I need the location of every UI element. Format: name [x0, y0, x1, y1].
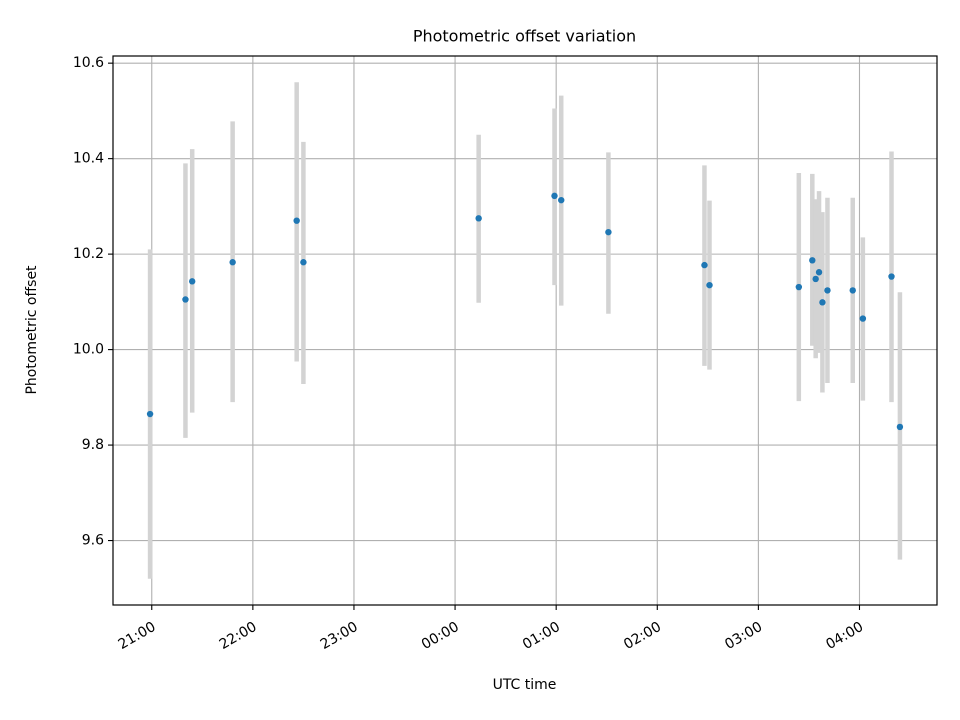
x-tick-label: 04:00	[823, 619, 866, 653]
data-point	[229, 259, 236, 266]
data-point	[809, 257, 816, 264]
data-points	[146, 192, 904, 431]
x-axis-label: UTC time	[493, 677, 557, 693]
y-tick-label: 10.4	[73, 151, 104, 167]
x-tick-label: 23:00	[318, 619, 361, 653]
y-tick-label: 9.6	[82, 533, 104, 549]
data-point	[815, 269, 823, 276]
data-point	[605, 228, 612, 236]
data-point	[293, 217, 300, 224]
chart-title: Photometric offset variation	[413, 27, 636, 46]
data-point	[188, 278, 196, 285]
y-axis-label: Photometric offset	[24, 265, 40, 395]
y-tick-label: 10.2	[73, 246, 104, 262]
data-point	[824, 287, 831, 294]
y-tick-label: 9.8	[82, 437, 104, 453]
data-point	[896, 423, 904, 431]
y-axis-ticks: 9.6 9.8 10.0 10.2 10.4 10.6	[73, 55, 113, 549]
x-tick-label: 01:00	[520, 619, 563, 653]
grid	[113, 56, 937, 605]
data-point	[888, 273, 895, 280]
data-point	[146, 410, 154, 418]
data-point	[551, 192, 558, 200]
x-tick-label: 21:00	[116, 619, 159, 653]
data-point	[849, 287, 856, 294]
data-point	[558, 196, 565, 204]
data-point	[795, 283, 803, 291]
data-point	[706, 281, 713, 289]
data-point	[475, 215, 482, 222]
data-point	[819, 299, 826, 306]
data-point	[701, 261, 708, 269]
error-bars	[147, 82, 903, 579]
data-point	[182, 296, 189, 303]
x-tick-label: 22:00	[217, 619, 260, 653]
x-tick-label: 02:00	[621, 619, 664, 653]
x-tick-label: 03:00	[722, 619, 765, 653]
y-tick-label: 10.6	[73, 55, 104, 71]
data-point	[859, 315, 867, 322]
plot-frame	[112, 55, 938, 606]
x-tick-label: 00:00	[419, 619, 462, 653]
y-tick-label: 10.0	[73, 342, 104, 358]
x-axis-ticks: 21:00 22:00 23:00 00:00 01:00 02:00 03:00 04:00	[116, 605, 866, 653]
data-point	[812, 275, 819, 283]
data-point	[300, 259, 307, 266]
